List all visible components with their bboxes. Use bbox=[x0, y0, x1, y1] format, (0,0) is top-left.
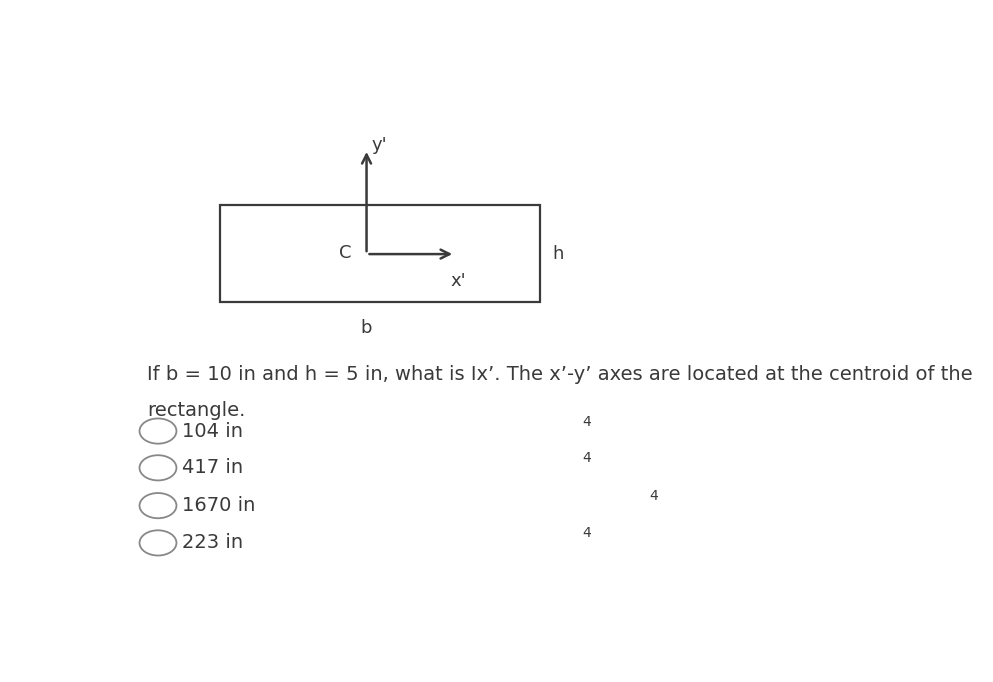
Text: h: h bbox=[552, 245, 563, 263]
Circle shape bbox=[139, 493, 177, 518]
Text: 417 in: 417 in bbox=[182, 458, 243, 477]
Text: 4: 4 bbox=[583, 527, 592, 540]
Circle shape bbox=[139, 455, 177, 480]
Text: 104 in: 104 in bbox=[182, 421, 243, 441]
Text: x': x' bbox=[451, 272, 466, 290]
Circle shape bbox=[139, 531, 177, 556]
Text: rectangle.: rectangle. bbox=[147, 401, 245, 420]
Bar bbox=[220, 205, 540, 302]
Text: 223 in: 223 in bbox=[182, 533, 243, 552]
Text: b: b bbox=[360, 319, 372, 337]
Text: C: C bbox=[340, 243, 352, 261]
Text: 4: 4 bbox=[583, 415, 592, 428]
Circle shape bbox=[139, 419, 177, 444]
Text: If b = 10 in and h = 5 in, what is Ix’. The x’-y’ axes are located at the centro: If b = 10 in and h = 5 in, what is Ix’. … bbox=[147, 366, 973, 385]
Text: 1670 in: 1670 in bbox=[182, 496, 255, 515]
Text: 4: 4 bbox=[649, 489, 658, 503]
Text: y': y' bbox=[372, 136, 387, 154]
Text: 4: 4 bbox=[583, 451, 592, 465]
